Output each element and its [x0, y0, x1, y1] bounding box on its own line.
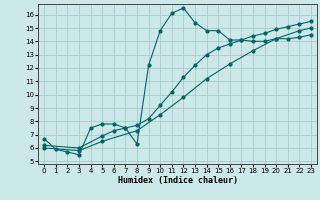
X-axis label: Humidex (Indice chaleur): Humidex (Indice chaleur) [118, 176, 238, 185]
